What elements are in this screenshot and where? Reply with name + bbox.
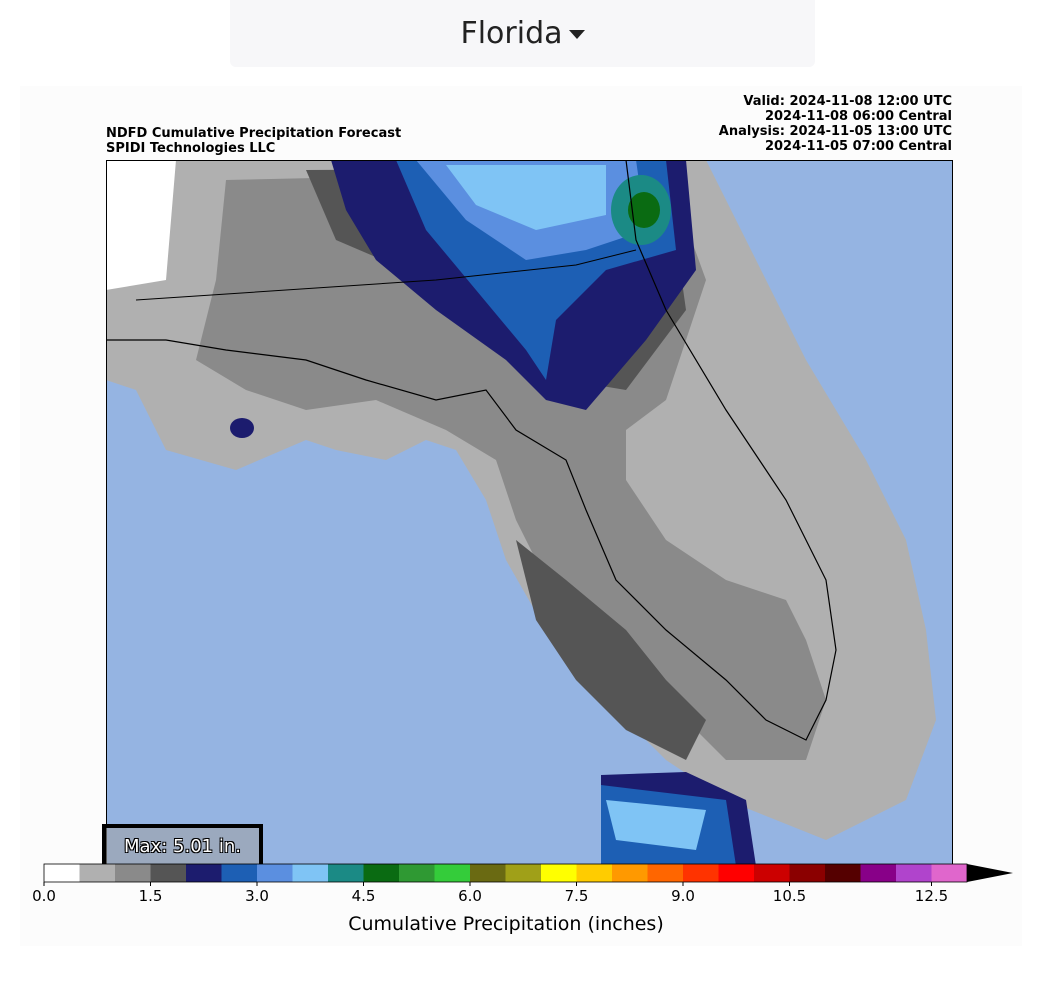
colorbar-segment	[44, 864, 80, 882]
colorbar-segment	[363, 864, 400, 882]
state-dropdown[interactable]: Florida	[230, 0, 815, 67]
colorbar-segment	[221, 864, 258, 882]
colorbar-segment	[789, 864, 826, 882]
colorbar-label: Cumulative Precipitation (inches)	[348, 913, 664, 935]
analysis-utc: Analysis: 2024-11-05 13:00 UTC	[718, 124, 952, 139]
colorbar-segment	[505, 864, 542, 882]
state-border	[135, 249, 637, 301]
colorbar-segment	[860, 864, 897, 882]
colorbar-segment	[470, 864, 506, 882]
precip-panhandle-spot	[230, 418, 254, 438]
colorbar-segment	[150, 864, 187, 882]
colorbar-segment	[186, 864, 222, 882]
colorbar-segment	[399, 864, 435, 882]
colorbar-segment	[541, 864, 577, 882]
precip-south-light	[606, 800, 706, 850]
colorbar-segment	[931, 864, 968, 882]
colorbar-tick-label: 10.5	[773, 887, 806, 905]
colorbar-frame	[43, 863, 968, 883]
colorbar-extend-arrow	[967, 864, 1013, 882]
colorbar-tick-label: 6.0	[458, 887, 482, 905]
colorbar-segment	[647, 864, 684, 882]
land-dark-southwest	[516, 540, 706, 760]
colorbar-segment	[257, 864, 293, 882]
colorbar-segment	[115, 864, 151, 882]
producer-line: SPIDI Technologies LLC	[106, 141, 276, 156]
colorbar-tick-label: 12.5	[915, 887, 948, 905]
colorbar-tick-label: 3.0	[245, 887, 269, 905]
colorbar-tick-label: 1.5	[139, 887, 163, 905]
coastline	[106, 160, 837, 741]
precipitation-map	[106, 160, 953, 866]
caret-down-icon	[568, 30, 585, 39]
figure-title: NDFD Cumulative Precipitation Forecast S…	[106, 126, 401, 156]
max-precip-label: Max: 5.01 in.	[124, 835, 241, 857]
title-line: NDFD Cumulative Precipitation Forecast	[106, 126, 402, 141]
colorbar-tick-label: 4.5	[352, 887, 376, 905]
colorbar-segment	[718, 864, 755, 882]
colorbar-tick-label: 0.0	[32, 887, 56, 905]
precip-lightblue	[446, 165, 606, 230]
colorbar-segment	[754, 864, 790, 882]
colorbar-segment	[683, 864, 719, 882]
valid-utc: Valid: 2024-11-08 12:00 UTC	[743, 94, 952, 109]
colorbar-segment	[292, 864, 329, 882]
colorbar-segment	[79, 864, 116, 882]
colorbar: 0.0 1.5 3.0 4.5 6.0 7.5 9.0 10.5 12.5 Cumulative …	[32, 863, 1013, 935]
precipitation-figure: NDFD Cumulative Precipitation Forecast S…	[20, 86, 1022, 946]
analysis-central: 2024-11-05 07:00 Central	[764, 139, 952, 154]
max-precip-box: Max: 5.01 in.	[102, 824, 263, 868]
colorbar-segment	[896, 864, 932, 882]
state-dropdown-label: Florida	[460, 16, 563, 51]
precip-green	[628, 192, 660, 228]
colorbar-tick-label: 9.0	[671, 887, 695, 905]
colorbar-segment	[328, 864, 364, 882]
colorbar-segment	[434, 864, 471, 882]
colorbar-segment	[576, 864, 613, 882]
valid-central: 2024-11-08 06:00 Central	[764, 109, 952, 124]
colorbar-segment	[612, 864, 648, 882]
colorbar-segment	[825, 864, 861, 882]
valid-analysis-times: Valid: 2024-11-08 12:00 UTC 2024-11-08 0…	[719, 94, 952, 154]
colorbar-tick-label: 7.5	[565, 887, 589, 905]
